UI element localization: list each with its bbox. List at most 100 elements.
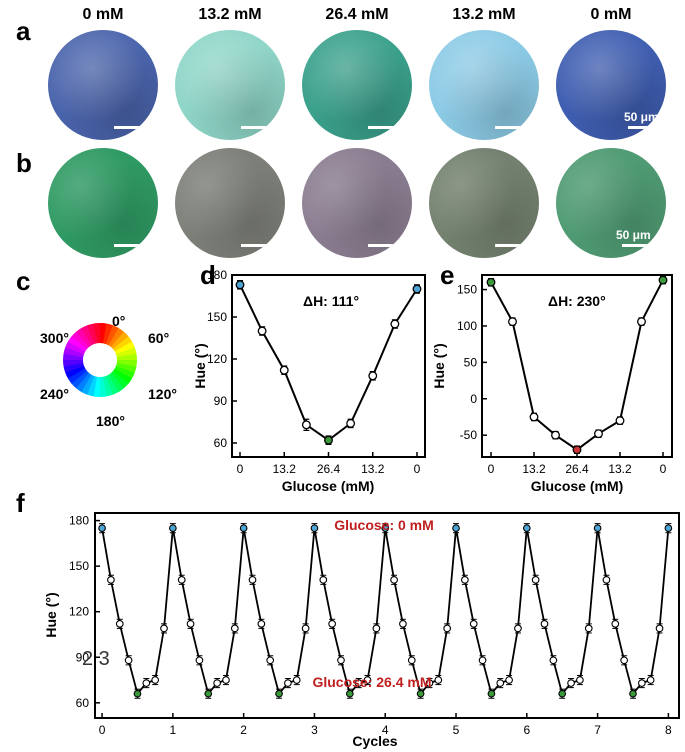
x-tick-label: 6 <box>523 723 530 737</box>
y-tick-label: 120 <box>69 605 89 619</box>
chart-e: -50 0 50 100 150 0 13.2 26.4 13.2 0 ΔH: 230° Gluc… <box>432 274 673 494</box>
color-wheel-segment <box>116 353 137 361</box>
data-point <box>275 689 283 698</box>
data-point <box>567 679 575 687</box>
micrograph-a4 <box>429 30 539 140</box>
x-tick-label: 4 <box>382 723 389 737</box>
color-wheel-segment <box>110 370 129 389</box>
color-wheel-segment <box>71 370 90 389</box>
wheel-label-240: 240° <box>40 386 69 402</box>
color-wheel-segment <box>81 325 95 346</box>
data-point <box>412 284 422 294</box>
micrograph-a2 <box>175 30 285 140</box>
wheel-label-120: 120° <box>148 386 177 402</box>
y-tick-label: 90 <box>214 394 228 408</box>
data-point <box>213 679 221 687</box>
x-tick-label: 8 <box>665 723 672 737</box>
x-tick-label: 13.2 <box>522 462 546 476</box>
data-point <box>284 679 292 687</box>
series-line <box>101 528 670 696</box>
color-wheel-segment <box>115 362 137 374</box>
data-point <box>611 620 620 628</box>
data-point <box>658 275 668 285</box>
scale-label: 50 μm <box>624 110 659 124</box>
color-wheel-segment <box>65 341 86 355</box>
y-tick-label: 120 <box>207 352 227 366</box>
scale-bar <box>495 126 521 129</box>
y-axis-label: Hue (°) <box>43 592 59 637</box>
x-tick-label: 13.2 <box>361 462 385 476</box>
data-point <box>266 656 275 665</box>
data-point <box>390 575 398 584</box>
data-point <box>372 624 381 633</box>
color-wheel-segment <box>108 373 124 393</box>
data-point <box>522 524 531 533</box>
color-wheel-segment <box>81 374 95 395</box>
x-tick-label: 0 <box>237 462 244 476</box>
data-point <box>416 689 425 698</box>
scale-bar <box>368 126 394 129</box>
x-tick-label: 0 <box>99 723 106 737</box>
color-wheel-segment <box>114 365 135 379</box>
panel-label-c: c <box>16 266 31 296</box>
data-point <box>529 412 539 422</box>
panel-label-d: d <box>200 260 216 290</box>
y-tick-label: 180 <box>69 514 89 528</box>
data-point <box>248 575 257 584</box>
color-wheel-segment <box>100 323 107 344</box>
data-point <box>452 524 460 533</box>
y-tick-label: 0 <box>470 392 477 406</box>
micrograph-b5: 50 μm <box>556 148 666 258</box>
wheel-label-300: 300° <box>40 330 69 346</box>
data-point <box>195 656 204 665</box>
scale-bar <box>368 244 394 247</box>
color-wheel-segment <box>105 374 119 395</box>
color-wheel-segment <box>63 346 85 358</box>
data-point <box>469 620 478 628</box>
micrograph-b3 <box>302 148 412 258</box>
plot-frame <box>94 512 680 719</box>
data-point <box>279 365 289 375</box>
data-point <box>107 575 115 584</box>
data-point <box>133 689 142 698</box>
x-tick-label: 0 <box>660 462 667 476</box>
x-tick-label: 13.2 <box>608 462 632 476</box>
y-tick-label: 150 <box>207 310 227 324</box>
data-point <box>508 317 517 327</box>
color-wheel-segment <box>99 376 107 397</box>
color-wheel-segment <box>76 327 92 347</box>
panel-label-e: e <box>440 260 455 290</box>
data-point <box>354 679 363 687</box>
x-axis-label: Glucose (mM) <box>531 478 624 494</box>
scale-label: 50 μm <box>616 228 651 242</box>
x-tick-label: 1 <box>170 723 177 737</box>
color-wheel-segment <box>75 372 92 393</box>
data-point <box>345 689 354 698</box>
data-point <box>230 624 239 633</box>
color-wheel-segment <box>67 335 88 352</box>
delta-h-annotation: ΔH: 111° <box>303 293 359 309</box>
color-wheel-segment <box>102 323 114 345</box>
data-point <box>160 624 168 633</box>
panel-label-b: b <box>16 148 32 178</box>
color-wheel-segment <box>67 368 87 384</box>
data-point <box>235 280 245 290</box>
x-tick-label: 26.4 <box>565 462 589 476</box>
data-point <box>142 679 151 687</box>
conc-label-3: 26.4 mM <box>325 6 389 23</box>
stray-text: 2 3 <box>82 648 110 670</box>
data-point <box>115 620 124 628</box>
y-tick-label: 180 <box>207 270 227 282</box>
data-point <box>531 575 540 584</box>
data-point <box>478 656 487 665</box>
data-point <box>257 326 267 336</box>
data-point <box>593 524 602 533</box>
data-point <box>324 435 333 445</box>
data-point <box>572 445 582 455</box>
color-wheel-segment <box>93 376 100 397</box>
data-point <box>637 317 646 327</box>
color-wheel-segment <box>114 341 135 355</box>
data-point <box>346 418 356 428</box>
y-tick-label: -50 <box>460 428 478 442</box>
micrograph-a1 <box>48 30 158 140</box>
